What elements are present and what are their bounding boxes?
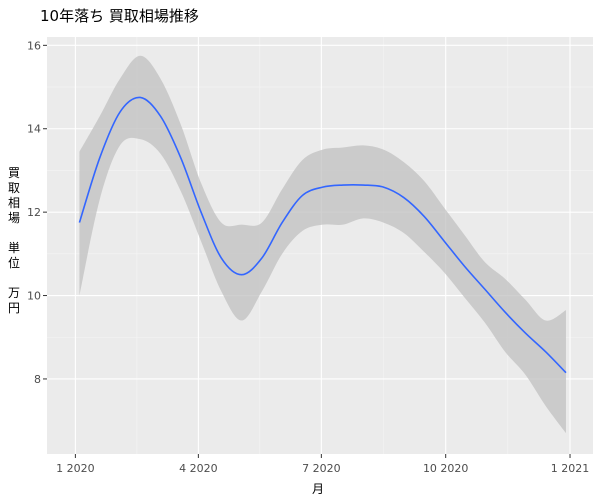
y-tick-label: 14 — [27, 123, 41, 136]
y-axis-title-char: 取 — [8, 181, 20, 195]
y-tick-label: 8 — [34, 373, 41, 386]
y-axis-ticks: 8 10 12 14 16 — [27, 39, 47, 386]
y-axis-title-char: 円 — [8, 301, 20, 315]
smoothed-line — [78, 96, 567, 374]
x-tick-label: 10 2020 — [423, 462, 469, 475]
x-tick-label: 1 2020 — [56, 462, 95, 475]
y-axis-title-char: 単 — [8, 241, 20, 255]
x-axis-title: 月 — [312, 482, 324, 496]
confidence-ribbon — [79, 55, 566, 434]
trend-line — [78, 96, 567, 374]
y-axis-title-char: 位 — [8, 255, 20, 270]
y-axis-title-char: 場 — [8, 211, 20, 225]
y-axis-title-char: 買 — [8, 166, 20, 180]
y-axis-title-char: 万 — [8, 286, 20, 300]
y-axis-title-char: 相 — [8, 196, 20, 210]
chart-title: 10年落ち 買取相場推移 — [40, 7, 199, 25]
x-tick-label: 4 2020 — [179, 462, 218, 475]
x-axis-ticks: 1 2020 4 2020 7 2020 10 2020 1 2021 — [56, 454, 589, 475]
x-tick-label: 1 2021 — [551, 462, 590, 475]
y-tick-label: 16 — [27, 39, 41, 52]
y-tick-label: 10 — [27, 290, 41, 303]
y-tick-label: 12 — [27, 206, 41, 219]
x-tick-label: 7 2020 — [302, 462, 341, 475]
confidence-band — [79, 55, 566, 434]
